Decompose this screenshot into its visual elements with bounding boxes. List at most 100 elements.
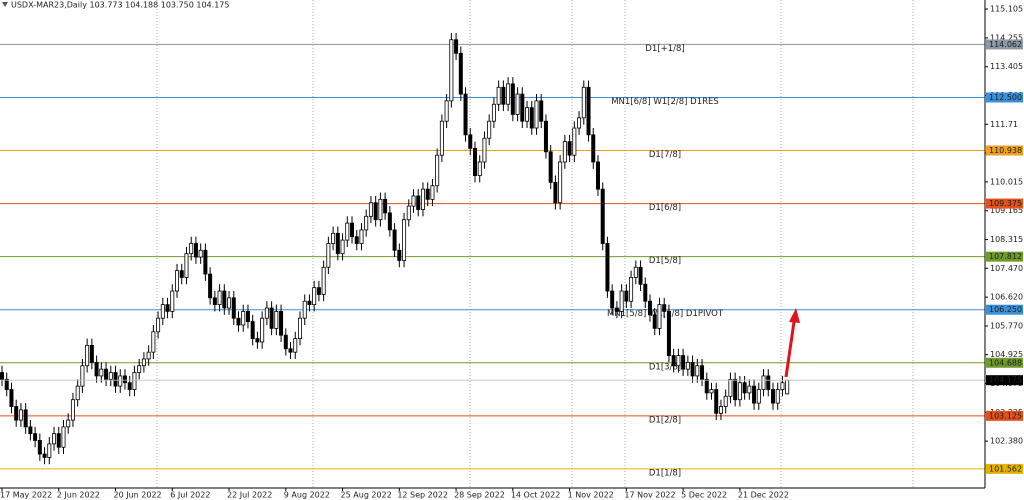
x-tick-label: 14 Oct 2022 xyxy=(511,491,560,500)
y-tick-label: 109.165 xyxy=(990,206,1023,215)
x-tick-label: 9 Aug 2022 xyxy=(284,491,330,500)
candle-body xyxy=(671,355,676,367)
y-tick-label: 102.380 xyxy=(990,437,1023,446)
level-price-box xyxy=(986,357,1023,368)
candle-body xyxy=(525,107,530,122)
candle-body xyxy=(775,389,780,404)
candle-body xyxy=(548,151,553,183)
candle-body xyxy=(297,317,302,339)
y-tick-label: 115.105 xyxy=(990,4,1023,13)
candle-body xyxy=(160,304,165,319)
candle-body xyxy=(288,348,293,353)
candle-body xyxy=(643,283,648,302)
y-tick-label: 108.315 xyxy=(990,235,1023,244)
candle-body xyxy=(444,100,449,122)
candle-body xyxy=(184,253,189,278)
candle-body xyxy=(89,344,94,363)
candle-body xyxy=(709,389,714,394)
x-tick-label: 5 Dec 2022 xyxy=(681,491,727,500)
candle-body xyxy=(619,290,624,312)
candle-body xyxy=(212,297,217,306)
level-label: D1[3/8] xyxy=(649,362,681,372)
candle-body xyxy=(260,317,265,343)
candle-body xyxy=(766,375,771,390)
level-label: MN1[6/8] W1[2/8] D1RES xyxy=(611,97,719,107)
candle-body xyxy=(700,365,705,380)
candle-body xyxy=(335,232,340,255)
candle-body xyxy=(496,86,501,105)
candle-body xyxy=(595,161,600,190)
candle-body xyxy=(241,311,246,326)
candle-body xyxy=(85,344,90,367)
level-label: D1[5/8] xyxy=(649,256,681,266)
candle-body xyxy=(534,100,539,129)
x-axis-labels: 17 May 2022 2 Jun 2022 20 Jun 2022 6 Jul 20… xyxy=(0,488,789,500)
candle-body xyxy=(28,426,33,435)
candle-body xyxy=(264,307,269,319)
candle-body xyxy=(175,270,180,292)
candle-body xyxy=(383,198,388,214)
candle-body xyxy=(156,317,161,333)
candle-body xyxy=(14,406,19,421)
candle-body xyxy=(378,198,383,221)
candle-body xyxy=(80,365,85,387)
candle-body xyxy=(250,321,255,339)
candle-body xyxy=(312,287,317,306)
candle-body xyxy=(756,389,761,404)
candle-body xyxy=(553,181,558,204)
candle-body xyxy=(487,120,492,139)
level-price-box xyxy=(986,198,1023,209)
y-tick-label: 111.71 xyxy=(990,120,1018,129)
y-tick-label: 105.770 xyxy=(990,322,1023,331)
candle-body xyxy=(118,375,123,387)
x-tick-label: 25 Aug 2022 xyxy=(341,491,392,500)
arrow-shaft xyxy=(784,321,796,378)
y-tick-label: 114.255 xyxy=(990,33,1023,42)
y-axis-labels: 115.105114.255113.405112.560111.71110.86… xyxy=(985,4,1023,474)
candle-body xyxy=(425,188,430,200)
candle-body xyxy=(770,389,775,404)
candle-body xyxy=(420,188,425,210)
candle-body xyxy=(274,311,279,329)
candle-body xyxy=(742,382,747,394)
candle-body xyxy=(52,433,57,445)
candle-body xyxy=(354,236,359,244)
candle-body xyxy=(629,277,634,302)
levels: D1[+1/8] MN1[6/8] W1[2/8] D1RES D1[7/8] D1[… xyxy=(0,43,985,478)
candle-body xyxy=(37,440,42,455)
candle-body xyxy=(231,297,236,319)
candle-body xyxy=(449,39,454,102)
level-label: D1[7/8] xyxy=(649,150,681,160)
level-label: D1[2/8] xyxy=(649,415,681,425)
candle-body xyxy=(402,219,407,261)
candles xyxy=(0,32,985,465)
candle-body xyxy=(520,93,525,122)
candle-body xyxy=(368,202,373,217)
candle-body xyxy=(4,378,9,390)
candle-body xyxy=(539,100,544,122)
candle-body xyxy=(392,229,397,251)
y-tick-label: 110.015 xyxy=(990,177,1023,186)
chart-title: USDX-MAR23,Daily 103.773 104.188 103.750… xyxy=(11,1,229,10)
candle-body xyxy=(468,134,473,149)
candle-body xyxy=(501,86,506,105)
candle-body xyxy=(208,273,213,299)
candle-body xyxy=(146,351,151,360)
candle-body xyxy=(387,212,392,231)
level-label: MN1[5/8] W1[1/8] D1PIVOT xyxy=(607,309,724,319)
candle-body xyxy=(581,86,586,119)
y-tick-label: 113.405 xyxy=(990,62,1023,71)
level-price-label: 114.062 xyxy=(989,40,1022,49)
candle-body xyxy=(293,338,298,353)
candle-body xyxy=(42,453,47,458)
candle-body xyxy=(491,103,496,122)
level-price-box xyxy=(986,463,1023,474)
level-label: D1[+1/8] xyxy=(645,44,684,54)
candle-body xyxy=(614,307,619,312)
candle-body xyxy=(279,311,284,336)
candle-body xyxy=(577,117,582,129)
candle-body xyxy=(373,202,378,221)
candle-body xyxy=(586,86,591,136)
x-tick-label: 1 Nov 2022 xyxy=(568,491,614,500)
candle-body xyxy=(600,188,605,244)
